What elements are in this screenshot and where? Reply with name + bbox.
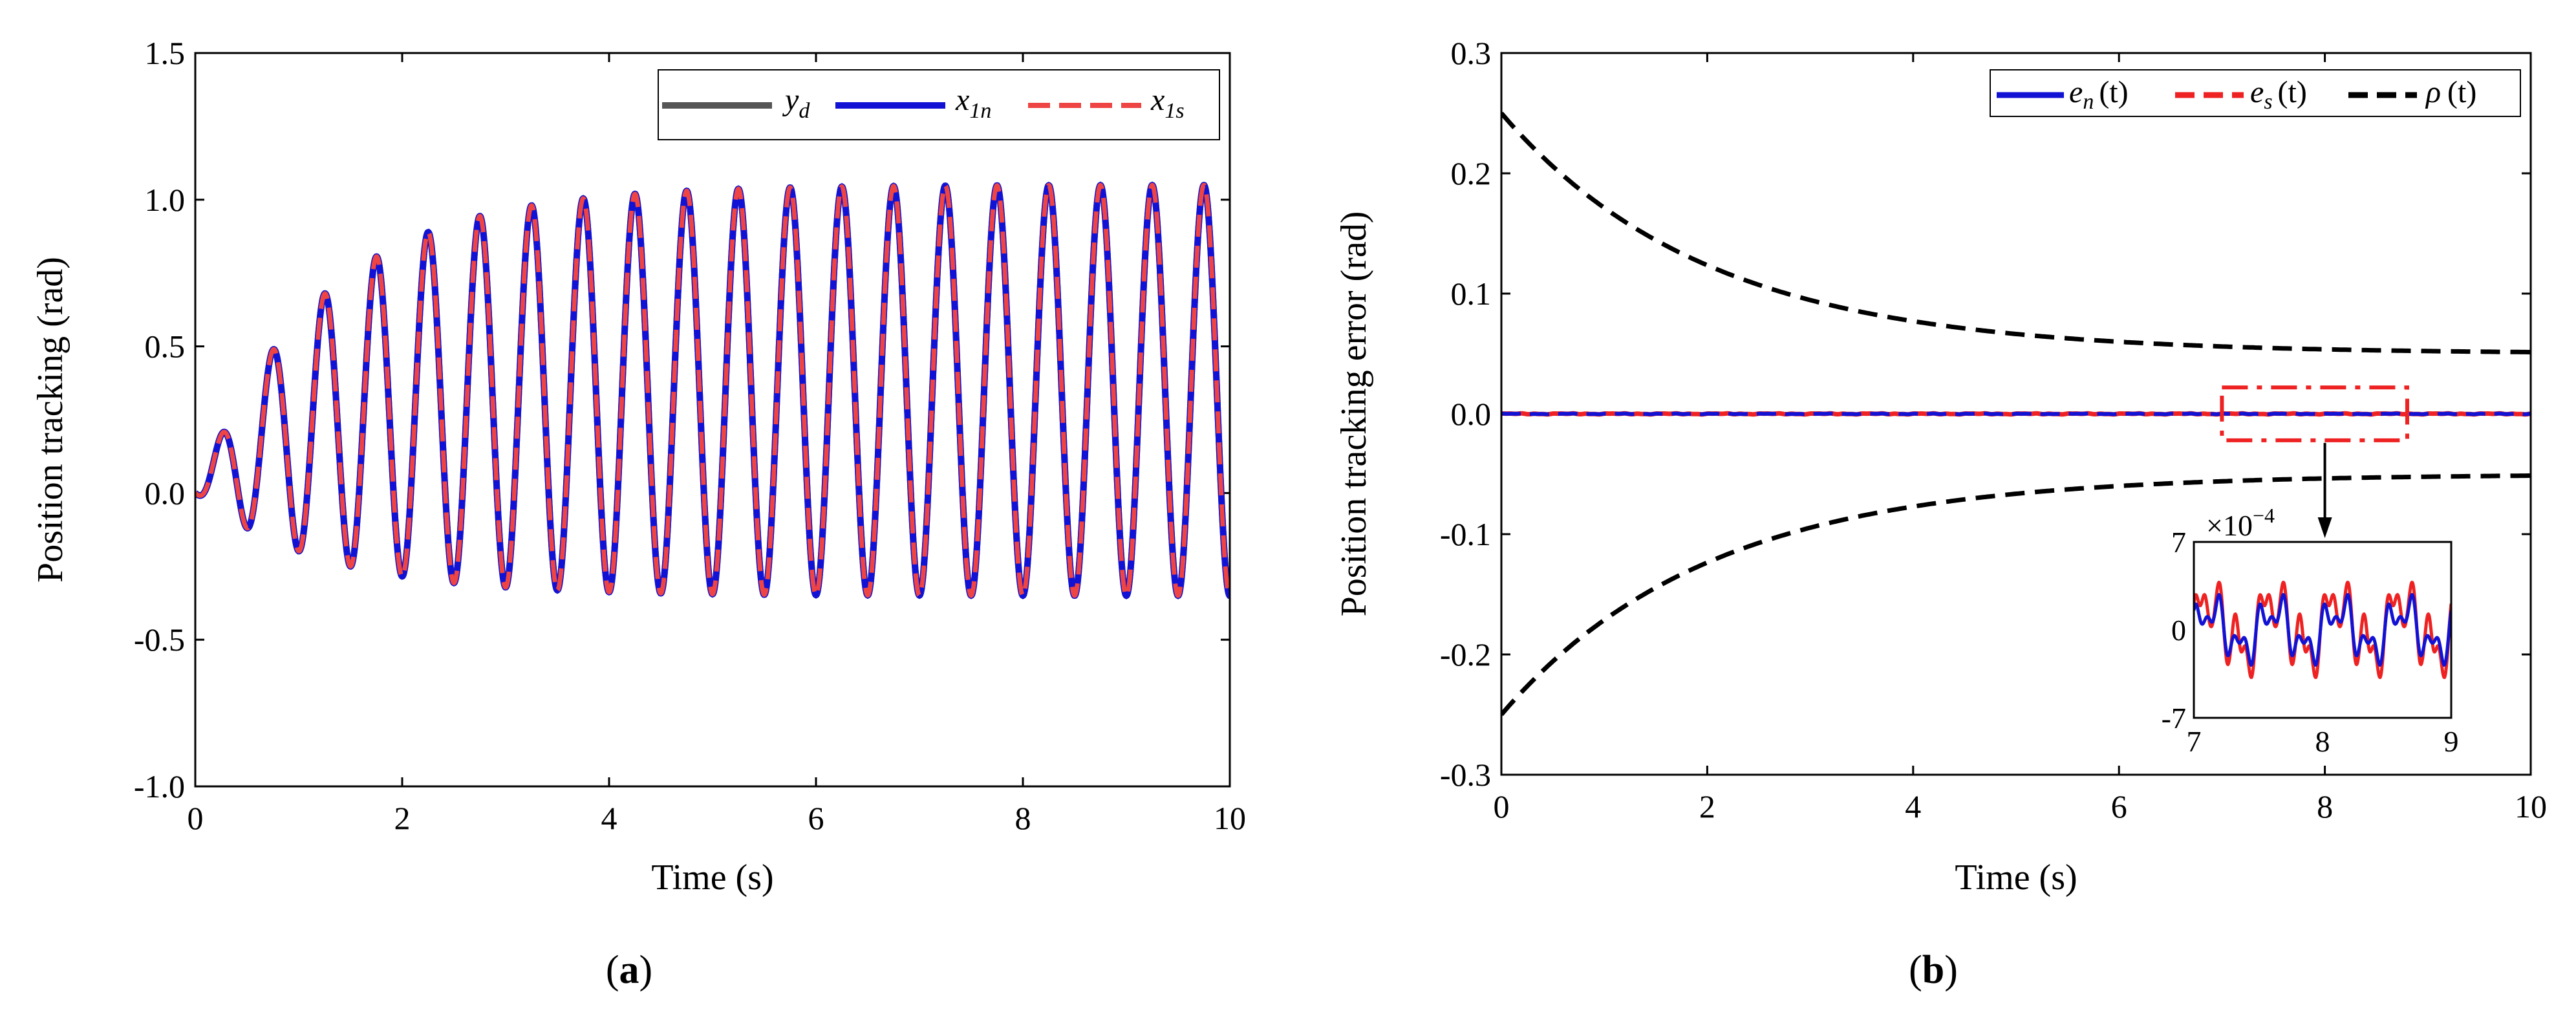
chart-a-ytick-label: -1.0 bbox=[134, 768, 185, 804]
series-rho-upper-line bbox=[1501, 111, 2531, 354]
chart-a-panel-label: (a) bbox=[606, 948, 652, 992]
chart-a-xtick-label: 2 bbox=[394, 800, 411, 836]
legend-es-label: es (t) bbox=[2250, 75, 2307, 114]
chart-a: 0 2 4 6 8 10 -1.0 -0.5 0.0 0.5 1.0 1.5 Time (s) Pos… bbox=[30, 35, 1246, 992]
zoom-region-box bbox=[2220, 385, 2409, 442]
series-x1n-line bbox=[195, 181, 1230, 599]
inset-frame bbox=[2193, 541, 2453, 719]
chart-b-tick-labels: 0 2 4 6 8 10 -0.3 -0.2 -0.1 0.0 0.1 0.2 0.3 bbox=[1440, 35, 2547, 825]
legend-rho-label: ρ (t) bbox=[2425, 75, 2476, 109]
chart-a-xtick-label: 6 bbox=[808, 800, 824, 836]
chart-b-ytick-label: 0.1 bbox=[1451, 275, 1492, 312]
inset-xtick-label: 7 bbox=[2187, 725, 2202, 758]
inset-tick-labels: 7 8 9 7 0 -7 bbox=[2162, 526, 2459, 758]
chart-a-ytick-label: 1.5 bbox=[145, 35, 186, 71]
inset-ytick-label: 0 bbox=[2171, 614, 2186, 647]
chart-b-ytick-label: 0.2 bbox=[1451, 155, 1492, 191]
inset-scale-label: ×10−4 bbox=[2206, 504, 2275, 542]
chart-b-xtick-label: 2 bbox=[1699, 788, 1715, 825]
chart-a-xtick-label: 0 bbox=[188, 800, 204, 836]
chart-a-ylabel: Position tracking (rad) bbox=[30, 257, 70, 583]
chart-b-xtick-label: 0 bbox=[1494, 788, 1510, 825]
inset-series-en-line bbox=[2194, 592, 2451, 667]
chart-b-xlabel: Time (s) bbox=[1955, 858, 2077, 898]
series-x1s-line bbox=[195, 182, 1230, 599]
legend-en-label: en (t) bbox=[2069, 75, 2129, 114]
inset-chart: 7 8 9 7 0 -7 ×10−4 bbox=[2162, 504, 2459, 758]
chart-a-tick-labels: 0 2 4 6 8 10 -1.0 -0.5 0.0 0.5 1.0 1.5 bbox=[134, 35, 1246, 836]
chart-a-xtick-label: 10 bbox=[1214, 800, 1246, 836]
zoom-arrow-head bbox=[2317, 517, 2332, 538]
chart-a-xlabel: Time (s) bbox=[651, 858, 773, 898]
chart-a-series bbox=[195, 181, 1230, 599]
chart-b-legend: en (t) es (t) ρ (t) bbox=[1990, 69, 2521, 117]
chart-b-xtick-label: 4 bbox=[1905, 788, 1921, 825]
chart-a-ytick-label: 0.5 bbox=[145, 329, 186, 365]
chart-b-ytick-label: 0.0 bbox=[1451, 396, 1492, 432]
chart-b-frame bbox=[1500, 52, 2532, 776]
series-rho-lower-line bbox=[1501, 473, 2531, 717]
chart-b: 0 2 4 6 8 10 -0.3 -0.2 -0.1 0.0 0.1 0.2 0.3 Time (s)… bbox=[1334, 35, 2547, 992]
chart-a-legend: yd x1n x1s bbox=[658, 69, 1220, 140]
chart-a-ytick-label: -0.5 bbox=[134, 621, 185, 658]
series-yd-line bbox=[195, 181, 1230, 599]
chart-a-frame bbox=[194, 52, 1231, 788]
chart-b-panel-label: (b) bbox=[1909, 948, 1958, 992]
chart-b-ytick-label: -0.3 bbox=[1440, 757, 1491, 793]
chart-b-ytick-label: 0.3 bbox=[1451, 35, 1492, 71]
chart-a-xtick-label: 4 bbox=[601, 800, 617, 836]
chart-b-xtick-label: 8 bbox=[2317, 788, 2333, 825]
legend-x1s-label: x1s bbox=[1150, 83, 1185, 123]
chart-b-series bbox=[1501, 111, 2531, 717]
legend-x1n-label: x1n bbox=[955, 83, 991, 123]
inset-ytick-label: -7 bbox=[2162, 702, 2186, 735]
inset-xtick-label: 8 bbox=[2315, 725, 2330, 758]
chart-a-ytick-label: 0.0 bbox=[145, 475, 186, 511]
series-en-line bbox=[1501, 411, 2531, 416]
chart-a-xtick-label: 8 bbox=[1015, 800, 1031, 836]
inset-ytick-label: 7 bbox=[2171, 526, 2186, 559]
chart-b-xtick-label: 10 bbox=[2515, 788, 2547, 825]
chart-b-ytick-label: -0.1 bbox=[1440, 516, 1491, 552]
chart-b-ylabel: Position tracking error (rad) bbox=[1334, 211, 1374, 617]
legend-yd-label: yd bbox=[782, 83, 810, 123]
chart-b-xtick-label: 6 bbox=[2111, 788, 2127, 825]
chart-a-ticks bbox=[194, 52, 1231, 788]
chart-b-ytick-label: -0.2 bbox=[1440, 636, 1491, 673]
chart-a-ytick-label: 1.0 bbox=[145, 182, 186, 218]
inset-xtick-label: 9 bbox=[2444, 725, 2459, 758]
